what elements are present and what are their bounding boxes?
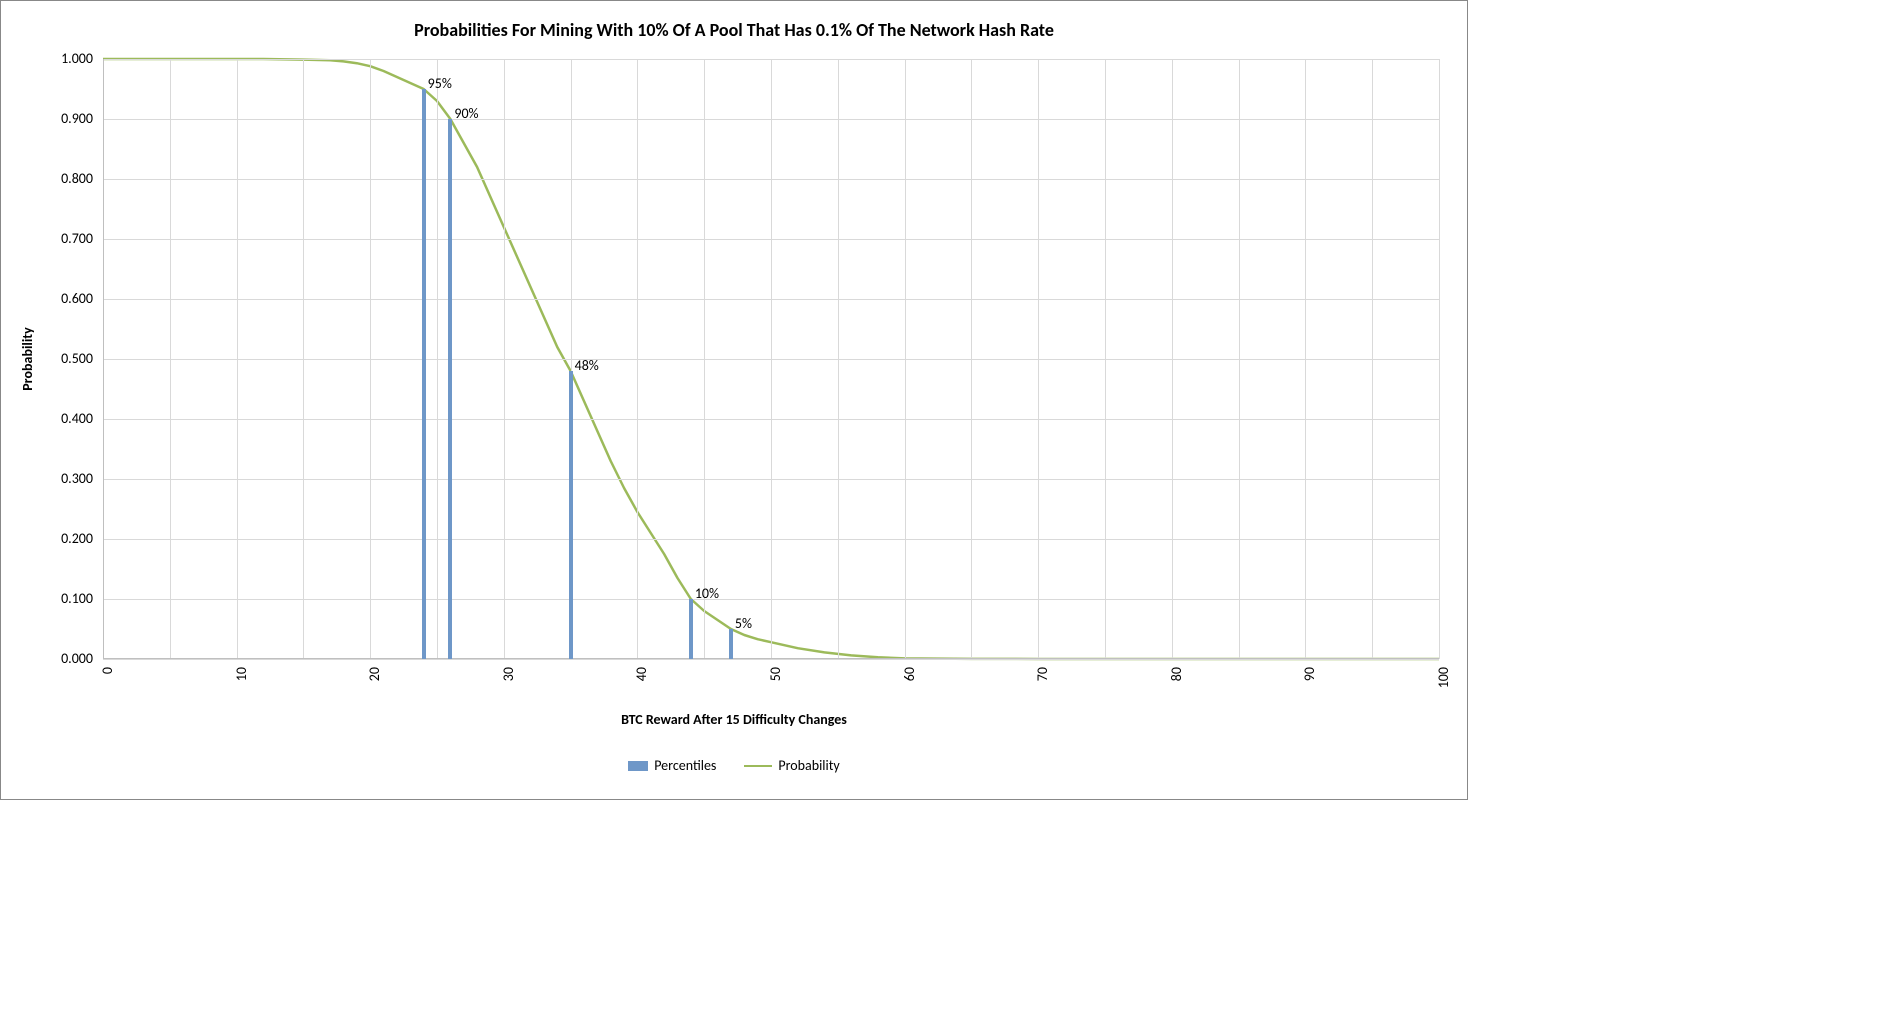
- y-gridline: [103, 359, 1439, 360]
- y-gridline: [103, 539, 1439, 540]
- x-tick-label: 90: [1301, 667, 1318, 681]
- y-tick-label: 1.000: [61, 50, 93, 67]
- y-tick-label: 0.300: [61, 470, 93, 487]
- y-axis-title: Probability: [19, 327, 36, 391]
- x-axis-title: BTC Reward After 15 Difficulty Changes: [1, 711, 1467, 728]
- legend-swatch-bar: [628, 761, 648, 771]
- y-gridline: [103, 119, 1439, 120]
- y-tick-label: 0.000: [61, 650, 93, 667]
- x-tick-label: 40: [633, 667, 650, 681]
- legend: Percentiles Probability: [1, 757, 1467, 774]
- chart-title: Probabilities For Mining With 10% Of A P…: [1, 19, 1467, 41]
- x-tick-label: 10: [233, 667, 250, 681]
- x-tick-label: 20: [366, 667, 383, 681]
- chart-frame: Probabilities For Mining With 10% Of A P…: [0, 0, 1468, 800]
- y-gridline: [103, 419, 1439, 420]
- x-gridline: [1439, 59, 1440, 659]
- y-tick-label: 0.500: [61, 350, 93, 367]
- legend-item: Percentiles: [628, 757, 716, 774]
- legend-label: Probability: [778, 757, 839, 774]
- percentile-bar-label: 90%: [454, 105, 478, 122]
- y-gridline: [103, 239, 1439, 240]
- percentile-bar: [569, 371, 573, 659]
- x-tick-label: 80: [1168, 667, 1185, 681]
- percentile-bar-label: 95%: [428, 75, 452, 92]
- x-tick-label: 0: [99, 667, 116, 674]
- y-tick-label: 0.600: [61, 290, 93, 307]
- y-gridline: [103, 599, 1439, 600]
- y-tick-label: 0.400: [61, 410, 93, 427]
- y-tick-label: 0.800: [61, 170, 93, 187]
- y-gridline: [103, 179, 1439, 180]
- x-axis-line: [103, 658, 1439, 659]
- y-gridline: [103, 659, 1439, 660]
- y-tick-label: 0.200: [61, 530, 93, 547]
- percentile-bar: [448, 119, 452, 659]
- x-tick-label: 30: [500, 667, 517, 681]
- y-tick-label: 0.700: [61, 230, 93, 247]
- legend-item: Probability: [744, 757, 839, 774]
- legend-label: Percentiles: [654, 757, 716, 774]
- x-tick-label: 50: [767, 667, 784, 681]
- percentile-bar-label: 48%: [575, 357, 599, 374]
- y-gridline: [103, 299, 1439, 300]
- x-tick-label: 60: [901, 667, 918, 681]
- y-axis-line: [103, 59, 104, 659]
- x-tick-label: 100: [1435, 667, 1452, 688]
- legend-swatch-line: [744, 765, 772, 767]
- percentile-bar-label: 10%: [695, 585, 719, 602]
- x-tick-label: 70: [1034, 667, 1051, 681]
- y-tick-label: 0.900: [61, 110, 93, 127]
- y-gridline: [103, 479, 1439, 480]
- percentile-bar: [689, 599, 693, 659]
- plot-area: 95%90% 48% 10% 5%: [103, 59, 1439, 659]
- percentile-bar-label: 5%: [735, 615, 752, 632]
- y-gridline: [103, 59, 1439, 60]
- y-tick-label: 0.100: [61, 590, 93, 607]
- percentile-bar: [422, 89, 426, 659]
- percentile-bar: [729, 629, 733, 659]
